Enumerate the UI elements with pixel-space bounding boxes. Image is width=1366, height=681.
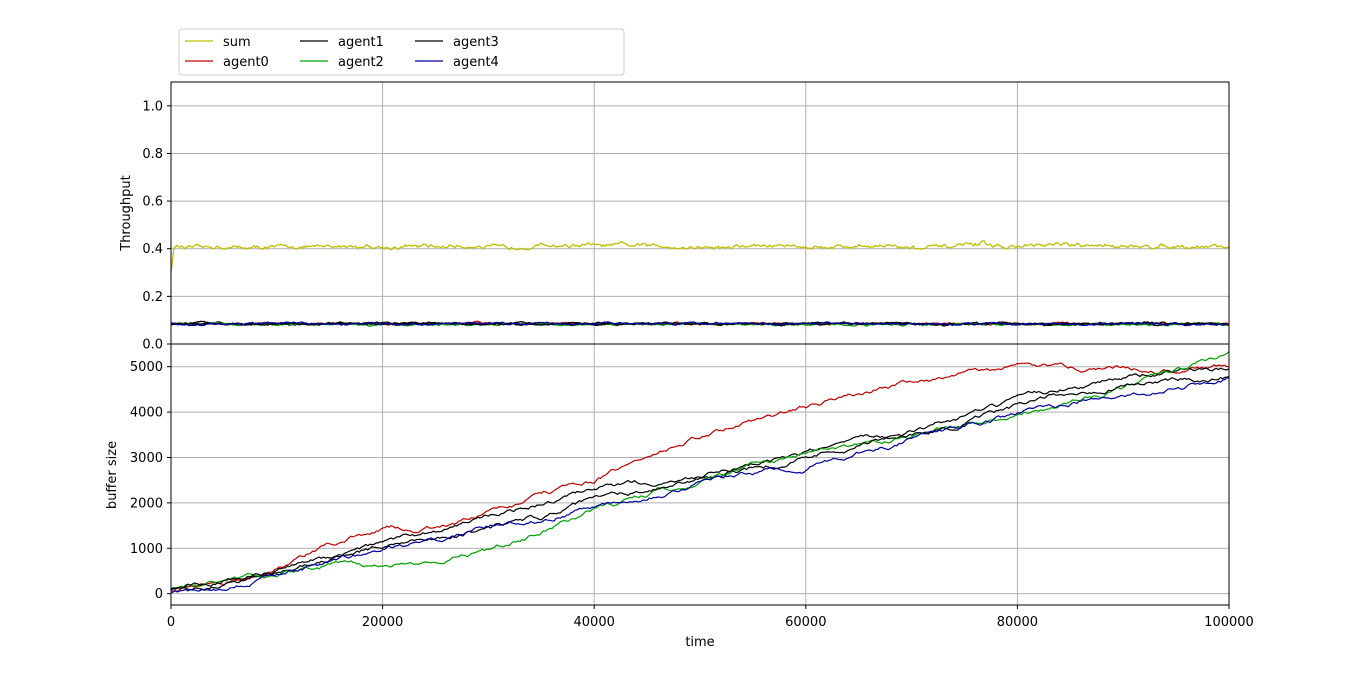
- top-panel: 0.0 0.2 0.4 0.6 0.8 1.0 Throughput: [119, 81, 1230, 353]
- bottom-xtick-label: 0: [167, 615, 175, 630]
- top-axes-frame: [170, 81, 1230, 345]
- bottom-series-line-agent2: [170, 351, 1230, 591]
- top-series-line-agent3: [170, 321, 1230, 327]
- bottom-xticks: 0 20000 40000 60000 80000 100000: [167, 605, 1254, 630]
- top-yticks: 0.0 0.2 0.4 0.6 0.8 1.0: [142, 99, 171, 353]
- top-grid: [171, 82, 1229, 345]
- top-ytick-label: 0.0: [142, 338, 163, 353]
- top-ytick-label: 1.0: [142, 99, 163, 114]
- bottom-ytick-label: 2000: [130, 496, 163, 511]
- bottom-series-line-agent4: [170, 377, 1230, 593]
- bottom-xtick-label: 60000: [785, 615, 826, 630]
- bottom-ylabel: buffer size: [105, 441, 120, 509]
- bottom-series: [170, 351, 1230, 593]
- legend-frame: [178, 28, 625, 76]
- top-ytick-label: 0.4: [142, 242, 163, 257]
- top-series: [170, 240, 1230, 327]
- bottom-xtick-label: 80000: [997, 615, 1038, 630]
- bottom-grid: [171, 344, 1229, 605]
- bottom-ytick-label: 3000: [130, 451, 163, 466]
- legend-label-agent0: agent0: [223, 55, 269, 70]
- top-series-line-sum: [170, 240, 1230, 273]
- bottom-ytick-label: 0: [155, 587, 163, 602]
- bottom-ytick-label: 5000: [130, 360, 163, 375]
- bottom-series-line-agent0: [170, 362, 1230, 592]
- bottom-xtick-label: 20000: [362, 615, 403, 630]
- legend-label-agent4: agent4: [453, 55, 499, 70]
- bottom-xlabel: time: [685, 635, 714, 650]
- bottom-series-line-agent3: [170, 376, 1230, 591]
- legend-label-agent3: agent3: [453, 35, 499, 50]
- bottom-axes-frame: [170, 343, 1230, 606]
- top-ytick-label: 0.2: [142, 290, 163, 305]
- bottom-yticks: 0 1000 2000 3000 4000 5000: [130, 360, 171, 602]
- legend-label-sum: sum: [223, 35, 251, 50]
- bottom-xtick-label: 40000: [574, 615, 615, 630]
- top-ytick-label: 0.6: [142, 195, 163, 210]
- top-ylabel: Throughput: [119, 175, 134, 252]
- legend-items: sum agent0 agent1 agent2 agent3 agent4: [185, 35, 499, 70]
- bottom-series-line-agent1: [170, 367, 1230, 591]
- bottom-panel: 0 1000 2000 3000 4000 5000 0 20000 40000 60000 80…: [105, 343, 1254, 650]
- bottom-ytick-label: 4000: [130, 406, 163, 421]
- bottom-xtick-label: 100000: [1204, 615, 1254, 630]
- legend: sum agent0 agent1 agent2 agent3 agent4: [178, 28, 625, 76]
- legend-label-agent1: agent1: [338, 35, 384, 50]
- top-series-line-agent4: [170, 321, 1230, 327]
- bottom-ytick-label: 1000: [130, 542, 163, 557]
- legend-label-agent2: agent2: [338, 55, 384, 70]
- top-ytick-label: 0.8: [142, 147, 163, 162]
